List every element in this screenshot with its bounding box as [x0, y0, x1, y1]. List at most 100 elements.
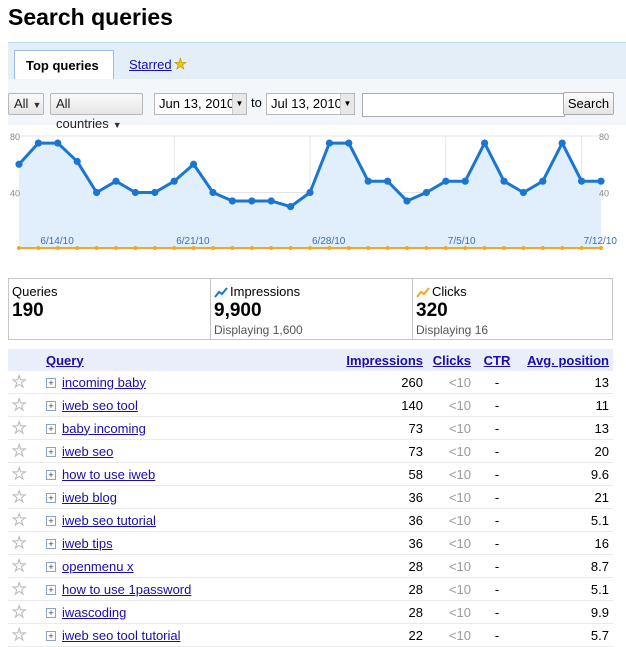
impressions-cell: 22 — [329, 623, 427, 647]
star-toggle-icon[interactable]: ★ — [11, 397, 27, 415]
query-link[interactable]: openmenu x — [62, 558, 134, 574]
impressions-cell: 28 — [329, 600, 427, 624]
query-link[interactable]: incoming baby — [62, 374, 146, 390]
table-header-row: Query Impressions Clicks CTR Avg. positi… — [8, 349, 613, 371]
expand-icon[interactable]: + — [46, 424, 56, 435]
query-link[interactable]: how to use iweb — [62, 466, 156, 482]
query-link[interactable]: baby incoming — [62, 420, 146, 436]
impressions-cell: 73 — [329, 439, 427, 463]
query-link[interactable]: how to use 1password — [62, 581, 192, 597]
expand-icon[interactable]: + — [46, 401, 56, 412]
star-toggle-icon[interactable]: ★ — [11, 558, 27, 576]
stat-queries-label: Queries — [12, 284, 58, 299]
clicks-point — [599, 246, 603, 250]
star-toggle-icon[interactable]: ★ — [11, 420, 27, 438]
impressions-point — [151, 188, 159, 197]
star-toggle-icon[interactable]: ★ — [11, 443, 27, 461]
avg-position-cell: 21 — [519, 485, 613, 509]
x-tick-label: 6/28/10 — [312, 236, 346, 247]
clicks-cell: <10 — [427, 485, 475, 509]
x-tick-label: 6/14/10 — [40, 236, 74, 247]
star-toggle-icon[interactable]: ★ — [11, 535, 27, 553]
expand-icon[interactable]: + — [46, 493, 56, 504]
table-row: ★ + iweb seo 73 <10-20 — [8, 439, 613, 463]
tab-top-queries[interactable]: Top queries — [14, 50, 114, 81]
date-to-field[interactable]: Jul 13, 2010 ▼ — [266, 93, 355, 115]
clicks-point — [94, 246, 99, 250]
impressions-cell: 73 — [329, 416, 427, 440]
query-link[interactable]: iweb seo tutorial — [62, 512, 156, 528]
impressions-cell: 58 — [329, 462, 427, 486]
expand-icon[interactable]: + — [46, 539, 56, 550]
expand-icon[interactable]: + — [46, 447, 56, 458]
sort-avg-position-link[interactable]: Avg. position — [527, 352, 609, 368]
clicks-point — [288, 246, 293, 250]
search-input[interactable] — [362, 93, 565, 117]
queries-table: Query Impressions Clicks CTR Avg. positi… — [8, 349, 613, 647]
query-link[interactable]: iweb seo tool tutorial — [62, 627, 181, 643]
clicks-point — [579, 246, 584, 250]
impressions-cell: 36 — [329, 508, 427, 532]
sort-impressions-link[interactable]: Impressions — [346, 352, 423, 368]
sort-ctr-link[interactable]: CTR — [483, 352, 511, 368]
query-link[interactable]: iweb seo — [62, 443, 114, 459]
impressions-point — [442, 177, 450, 185]
table-row: ★ + iweb seo tutorial 36 <10-5.1 — [8, 508, 613, 532]
type-dropdown-value: All — [14, 96, 29, 111]
star-toggle-icon[interactable]: ★ — [11, 489, 27, 507]
ctr-cell: - — [475, 600, 519, 624]
clicks-cell: <10 — [427, 508, 475, 532]
x-tick-label: 6/21/10 — [176, 236, 210, 247]
stat-queries-value: 190 — [12, 300, 44, 321]
tab-starred[interactable]: Starred ★ — [118, 50, 198, 79]
impressions-point — [15, 160, 23, 168]
sort-clicks-link[interactable]: Clicks — [432, 352, 471, 368]
ctr-cell: - — [475, 577, 519, 601]
star-toggle-icon[interactable]: ★ — [11, 604, 27, 622]
avg-position-cell: 13 — [519, 371, 613, 394]
date-range-separator: to — [251, 95, 262, 110]
date-from-field[interactable]: Jun 13, 2010 ▼ — [154, 93, 247, 115]
clicks-point — [230, 246, 235, 250]
clicks-cell: <10 — [427, 577, 475, 601]
country-dropdown[interactable]: All countries ▼ — [50, 93, 143, 131]
query-link[interactable]: iweb seo tool — [62, 397, 138, 413]
ctr-cell: - — [475, 462, 519, 486]
impressions-cell: 36 — [329, 485, 427, 509]
x-tick-label: 7/5/10 — [448, 236, 476, 247]
ctr-cell: - — [475, 554, 519, 578]
star-toggle-icon[interactable]: ★ — [11, 512, 27, 530]
impressions-point — [325, 139, 333, 147]
query-link[interactable]: iweb blog — [62, 489, 117, 505]
clicks-point — [308, 246, 312, 250]
star-toggle-icon[interactable]: ★ — [11, 374, 27, 392]
expand-icon[interactable]: + — [46, 631, 56, 642]
y-tick-label: 40 — [599, 189, 609, 199]
query-link[interactable]: iwascoding — [62, 604, 127, 620]
clicks-cell: <10 — [427, 439, 475, 463]
avg-position-cell: 11 — [519, 393, 613, 417]
sort-query-link[interactable]: Query — [46, 352, 84, 368]
ctr-cell: - — [475, 623, 519, 647]
star-toggle-icon[interactable]: ★ — [11, 466, 27, 484]
expand-icon[interactable]: + — [46, 562, 56, 573]
expand-icon[interactable]: + — [46, 608, 56, 619]
star-toggle-icon[interactable]: ★ — [11, 581, 27, 599]
table-row: ★ + how to use 1password 28 <10-5.1 — [8, 577, 613, 601]
clicks-cell: <10 — [427, 371, 475, 394]
search-button[interactable]: Search — [563, 92, 614, 115]
stat-impressions: Impressions 9,900 Displaying 1,600 — [211, 279, 413, 339]
x-tick-label: 7/12/10 — [584, 236, 618, 247]
chevron-down-icon: ▼ — [112, 120, 122, 130]
expand-icon[interactable]: + — [46, 585, 56, 596]
query-link[interactable]: iweb tips — [62, 535, 113, 551]
type-dropdown[interactable]: All ▼ — [8, 93, 44, 115]
expand-icon[interactable]: + — [46, 378, 56, 389]
table-row: ★ + iweb seo tool 140 <10-11 — [8, 393, 613, 417]
clicks-cell: <10 — [427, 462, 475, 486]
clicks-point — [366, 246, 371, 250]
avg-position-cell: 9.9 — [519, 600, 613, 624]
expand-icon[interactable]: + — [46, 470, 56, 481]
date-from-value: Jun 13, 2010 — [159, 96, 235, 111]
expand-icon[interactable]: + — [46, 516, 56, 527]
